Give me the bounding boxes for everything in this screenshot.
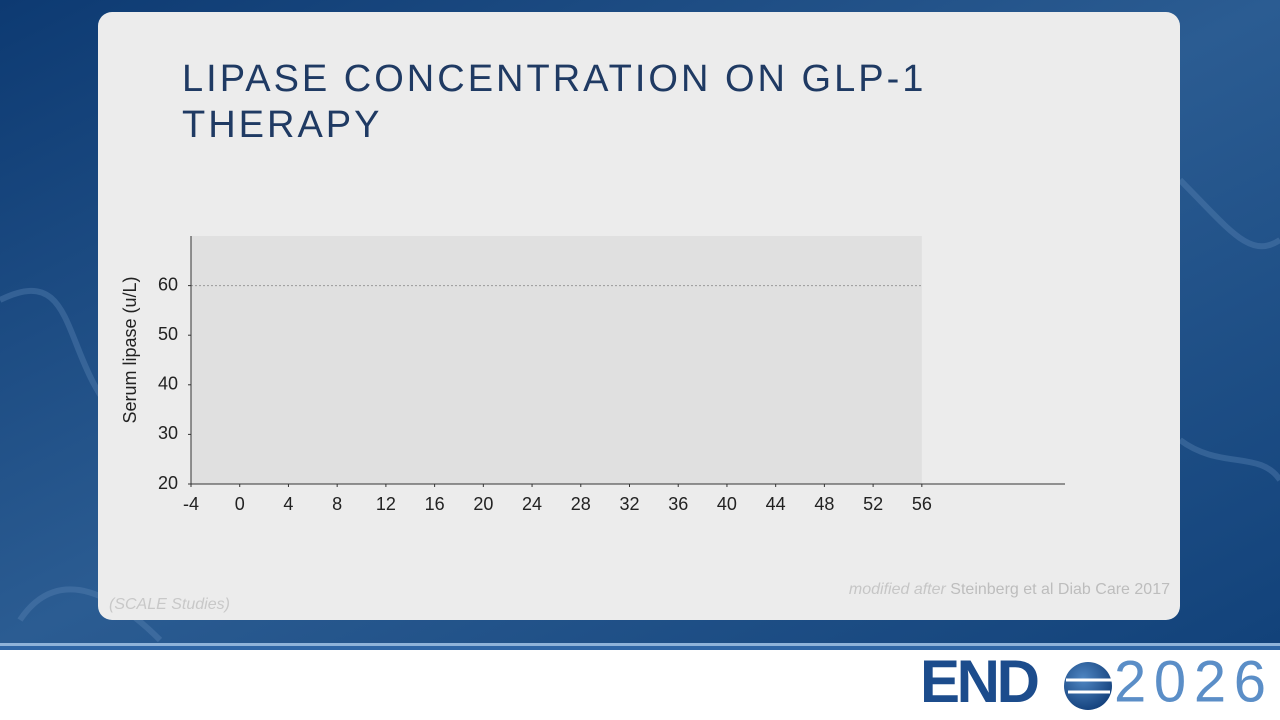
y-tick-label: 50 <box>158 324 178 344</box>
x-tick-label: 24 <box>522 494 542 514</box>
y-tick-label: 40 <box>158 374 178 394</box>
footnote: (SCALE Studies) <box>109 596 230 613</box>
x-tick-label: 40 <box>717 494 737 514</box>
x-tick-label: 16 <box>425 494 445 514</box>
logo-globe-lines <box>1066 678 1112 694</box>
x-tick-label: 56 <box>912 494 932 514</box>
x-tick-label: 4 <box>283 494 293 514</box>
y-tick-label: 20 <box>158 473 178 493</box>
x-tick-label: 20 <box>473 494 493 514</box>
y-tick-label: 60 <box>158 274 178 294</box>
x-tick-label: 12 <box>376 494 396 514</box>
x-tick-label: 28 <box>571 494 591 514</box>
y-axis-label: Serum lipase (u/L) <box>120 276 140 423</box>
source: modified after Steinberg et al Diab Care… <box>849 581 1170 598</box>
x-tick-label: 44 <box>766 494 786 514</box>
x-tick-label: 36 <box>668 494 688 514</box>
logo-globe <box>1064 662 1112 710</box>
x-tick-label: 52 <box>863 494 883 514</box>
slide-title: LIPASE CONCENTRATION ON GLP-1 THERAPY <box>182 58 927 146</box>
y-tick-label: 30 <box>158 423 178 443</box>
x-tick-label: 0 <box>235 494 245 514</box>
source-prefix: modified after <box>849 581 947 598</box>
background-texture <box>0 177 1280 643</box>
stripe <box>0 646 1280 650</box>
x-tick-label: 8 <box>332 494 342 514</box>
x-tick-label: 48 <box>814 494 834 514</box>
source-citation: Steinberg et al Diab Care 2017 <box>950 581 1170 598</box>
logo-name: END <box>920 648 1040 715</box>
plot-area <box>191 236 922 484</box>
x-tick-label: -4 <box>183 494 199 514</box>
x-tick-label: 32 <box>619 494 639 514</box>
stripe <box>0 643 1280 646</box>
